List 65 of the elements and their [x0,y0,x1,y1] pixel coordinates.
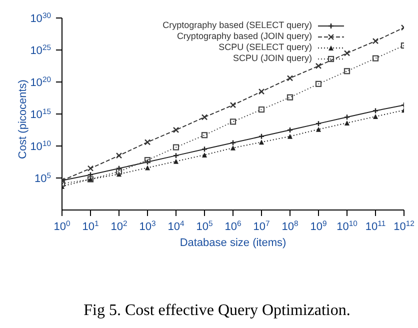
point [144,139,151,146]
x-tick-label: 10$^{2}$ [110,218,128,233]
point [172,144,180,150]
point [258,133,265,140]
point [286,94,294,100]
x-tick-label: 10$^{10}$ [336,218,358,233]
y-tick-label: 10$^{15}$ [30,106,51,121]
point [344,50,350,56]
point [174,158,178,164]
point [145,165,150,170]
x-tick-label: 10$^{9}$ [310,218,327,233]
y-axis-title: Cost (picocents) [16,80,29,159]
point [230,145,236,150]
x-tick-label: 10$^{4}$ [168,218,185,233]
point [373,114,378,120]
y-tick-label: 10$^{5}$ [34,170,51,185]
point [116,165,122,172]
point [201,146,208,152]
y-tick-label: 10$^{20}$ [30,74,51,89]
point [87,165,94,172]
legend-label: Cryptography based (SELECT query) [162,20,312,31]
point [201,132,208,138]
point [344,114,350,120]
x-tick-label: 10$^{1}$ [82,218,99,233]
legend-label: SCPU (SELECT query) [218,42,312,53]
point [202,152,207,158]
point [230,102,236,108]
point [258,88,265,95]
legend-label: SCPU (JOIN query) [232,53,312,64]
point [230,118,236,125]
y-tick-label: 10$^{25}$ [30,42,51,57]
point [372,55,379,62]
x-tick-label: 10$^{11}$ [365,218,386,233]
x-tick-label: 10$^{7}$ [253,218,270,233]
x-tick-label: 10$^{5}$ [196,218,213,233]
y-tick-label: 10$^{30}$ [30,10,51,25]
point [315,120,322,127]
point [230,140,236,146]
point [258,106,265,113]
point [286,75,294,82]
point [286,126,294,134]
x-tick-label: 10$^{6}$ [224,218,242,233]
point [116,152,122,159]
point [372,108,379,114]
point [172,126,180,134]
point [316,126,321,132]
point [315,80,322,87]
point [372,38,379,44]
legend-label: Cryptography based (JOIN query) [176,31,312,42]
point [288,134,292,139]
x-tick-label: 10$^{0}$ [54,218,70,233]
x-axis-title: Database size (items) [180,237,286,249]
point [344,120,350,126]
point [201,114,208,120]
point [87,172,94,178]
y-tick-label: 10$^{10}$ [30,138,51,153]
point [116,168,122,175]
x-tick-label: 10$^{8}$ [282,218,298,233]
caption: Fig 5. Cost effective Query Optimization. [82,302,352,320]
point [172,152,180,159]
point [259,140,264,145]
x-tick-label: 10$^{12}$ [394,218,414,233]
point [315,62,322,70]
point [344,68,350,74]
x-tick-label: 10$^{3}$ [139,218,156,233]
